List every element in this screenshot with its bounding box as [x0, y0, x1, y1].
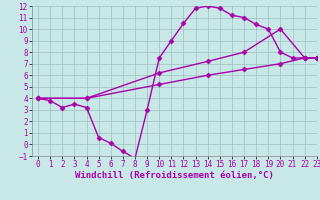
X-axis label: Windchill (Refroidissement éolien,°C): Windchill (Refroidissement éolien,°C)	[75, 171, 274, 180]
